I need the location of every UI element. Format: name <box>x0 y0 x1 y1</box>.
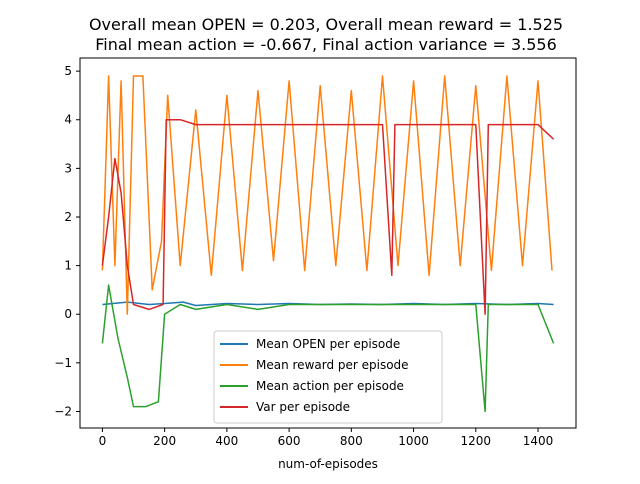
chart-title-line-2: Final mean action = -0.667, Final action… <box>95 35 557 54</box>
x-tick-label: 800 <box>340 434 363 448</box>
series-line-4 <box>101 118 555 315</box>
y-tick-label: −2 <box>54 404 72 418</box>
y-tick-label: 3 <box>64 161 72 175</box>
axes-frame <box>79 57 577 429</box>
x-tick-label: 400 <box>215 434 238 448</box>
y-tick-label: 0 <box>64 307 72 321</box>
y-tick-label: 1 <box>64 259 72 273</box>
legend-entry: Mean action per episode <box>256 379 404 393</box>
legend-entry: Mean OPEN per episode <box>256 337 400 351</box>
x-tick-label: 1200 <box>461 434 492 448</box>
legend-entry: Mean reward per episode <box>256 358 409 372</box>
series-line-2 <box>101 75 553 315</box>
x-tick-label: 1000 <box>398 434 429 448</box>
x-tick-label: 600 <box>278 434 301 448</box>
y-axis: −2 −1 0 1 2 3 4 5 <box>54 64 80 418</box>
y-tick-label: 5 <box>64 64 72 78</box>
legend-box <box>213 330 443 424</box>
series-line-3 <box>101 284 555 413</box>
legend: Mean OPEN per episode Mean reward per epi… <box>213 330 443 424</box>
legend-entry: Var per episode <box>256 400 350 414</box>
plot-area <box>101 75 555 413</box>
y-tick-label: 2 <box>64 210 72 224</box>
x-axis: 0 200 400 600 800 1000 1200 1400 <box>99 428 554 448</box>
x-tick-label: 1400 <box>523 434 554 448</box>
chart-title-line-1: Overall mean OPEN = 0.203, Overall mean … <box>89 15 563 34</box>
y-tick-label: 4 <box>64 113 72 127</box>
x-axis-label: num-of-episodes <box>278 457 378 471</box>
x-tick-label: 200 <box>153 434 176 448</box>
x-tick-label: 0 <box>99 434 107 448</box>
y-tick-label: −1 <box>54 356 72 370</box>
